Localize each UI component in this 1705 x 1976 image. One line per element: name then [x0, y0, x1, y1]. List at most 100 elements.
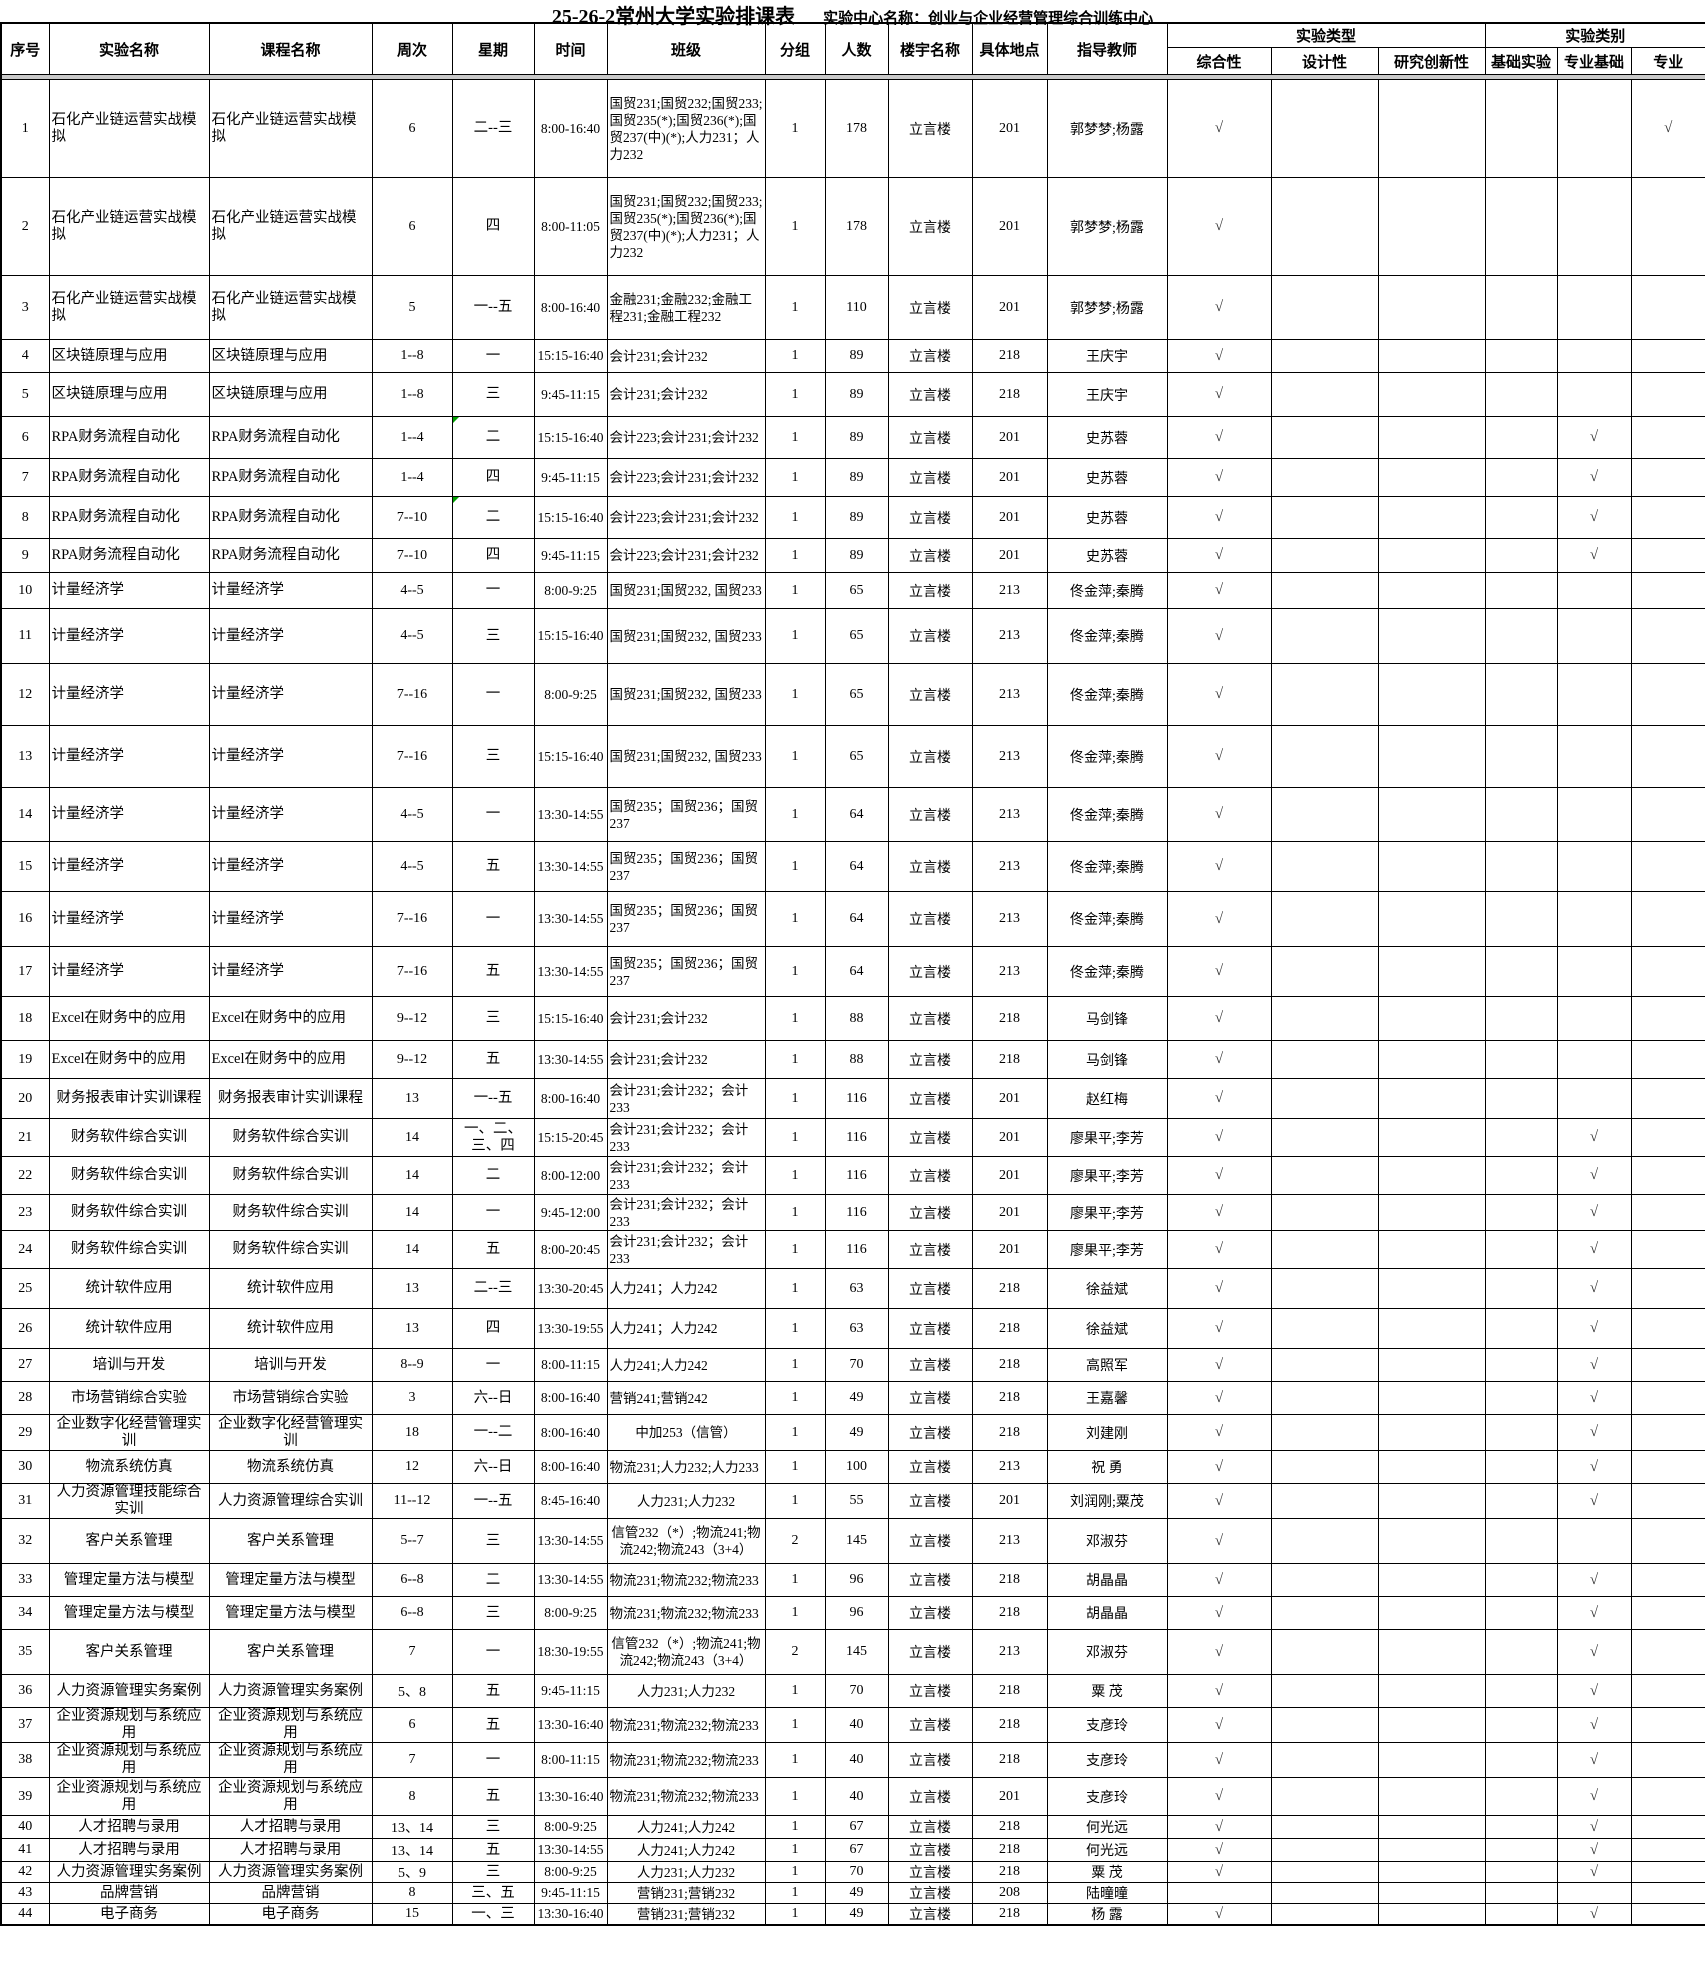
cell-count[interactable]: 67	[824, 1815, 889, 1839]
cell-time[interactable]: 13:30-14:55	[533, 787, 608, 842]
cell-building[interactable]: 立言楼	[887, 1268, 973, 1309]
cell-check-basic-experiment[interactable]	[1484, 663, 1558, 726]
cell-building[interactable]: 立言楼	[887, 1838, 973, 1862]
cell-check-design[interactable]	[1270, 946, 1379, 997]
cell-index[interactable]: 37	[0, 1707, 50, 1743]
cell-index[interactable]: 40	[0, 1815, 50, 1839]
cell-index[interactable]: 14	[0, 787, 50, 842]
cell-weeks[interactable]: 14	[371, 1156, 453, 1195]
cell-check-professional-basic[interactable]: √	[1556, 1815, 1632, 1839]
cell-experiment-name[interactable]: 物流系统仿真	[48, 1450, 210, 1484]
cell-classes[interactable]: 国贸235；国贸236；国贸237	[606, 841, 766, 892]
cell-check-comprehensive[interactable]: √	[1166, 275, 1272, 340]
cell-weeks[interactable]: 12	[371, 1450, 453, 1484]
cell-check-research-innovation[interactable]	[1377, 1414, 1486, 1451]
cell-time[interactable]: 8:00-9:25	[533, 572, 608, 609]
cell-group[interactable]: 1	[764, 1040, 826, 1079]
cell-classes[interactable]: 国贸231;国贸232, 国贸233	[606, 572, 766, 609]
cell-index[interactable]: 22	[0, 1156, 50, 1195]
cell-experiment-name[interactable]: 石化产业链运营实战模拟	[48, 275, 210, 340]
cell-count[interactable]: 88	[824, 996, 889, 1041]
cell-check-design[interactable]	[1270, 1194, 1379, 1231]
col-header-count[interactable]: 人数	[824, 22, 889, 75]
cell-check-professional-basic[interactable]	[1556, 339, 1632, 373]
cell-weekday[interactable]: 五	[451, 841, 535, 892]
col-header-classes[interactable]: 班级	[606, 22, 766, 75]
cell-check-design[interactable]	[1270, 416, 1379, 459]
cell-count[interactable]: 63	[824, 1308, 889, 1349]
cell-group[interactable]: 1	[764, 1903, 826, 1926]
cell-check-research-innovation[interactable]	[1377, 458, 1486, 497]
cell-time[interactable]: 9:45-11:15	[533, 372, 608, 417]
cell-building[interactable]: 立言楼	[887, 663, 973, 726]
cell-count[interactable]: 63	[824, 1268, 889, 1309]
cell-index[interactable]: 44	[0, 1903, 50, 1926]
cell-classes[interactable]: 营销241;营销242	[606, 1381, 766, 1415]
cell-course-name[interactable]: 人力资源管理实务案例	[208, 1674, 373, 1708]
cell-index[interactable]: 27	[0, 1348, 50, 1382]
cell-check-basic-experiment[interactable]	[1484, 79, 1558, 178]
cell-check-design[interactable]	[1270, 841, 1379, 892]
cell-teachers[interactable]: 王嘉馨	[1046, 1381, 1168, 1415]
cell-room[interactable]: 213	[971, 608, 1048, 664]
cell-check-basic-experiment[interactable]	[1484, 787, 1558, 842]
cell-weekday[interactable]: 三	[451, 1518, 535, 1564]
cell-index[interactable]: 38	[0, 1742, 50, 1778]
cell-check-professional[interactable]	[1630, 1882, 1705, 1904]
cell-course-name[interactable]: 培训与开发	[208, 1348, 373, 1382]
cell-building[interactable]: 立言楼	[887, 572, 973, 609]
cell-weeks[interactable]: 7--10	[371, 538, 453, 573]
cell-check-research-innovation[interactable]	[1377, 1838, 1486, 1862]
col-header-research-innovation[interactable]: 研究创新性	[1377, 47, 1486, 75]
cell-check-design[interactable]	[1270, 538, 1379, 573]
cell-time[interactable]: 8:00-11:15	[533, 1348, 608, 1382]
cell-check-professional[interactable]	[1630, 275, 1705, 340]
cell-index[interactable]: 33	[0, 1563, 50, 1597]
cell-index[interactable]: 30	[0, 1450, 50, 1484]
cell-check-professional[interactable]	[1630, 1118, 1705, 1157]
cell-check-comprehensive[interactable]: √	[1166, 1707, 1272, 1743]
cell-check-professional[interactable]	[1630, 1078, 1705, 1119]
cell-weeks[interactable]: 13	[371, 1308, 453, 1349]
cell-course-name[interactable]: 计量经济学	[208, 841, 373, 892]
cell-classes[interactable]: 物流231;物流232;物流233	[606, 1777, 766, 1816]
cell-index[interactable]: 3	[0, 275, 50, 340]
cell-check-basic-experiment[interactable]	[1484, 416, 1558, 459]
cell-check-professional-basic[interactable]: √	[1556, 1563, 1632, 1597]
cell-weekday[interactable]: 二--三	[451, 1268, 535, 1309]
cell-classes[interactable]: 人力241;人力242	[606, 1815, 766, 1839]
cell-group[interactable]: 1	[764, 1230, 826, 1269]
cell-check-professional-basic[interactable]	[1556, 572, 1632, 609]
cell-time[interactable]: 8:00-9:25	[533, 1596, 608, 1630]
cell-classes[interactable]: 会计223;会计231;会计232	[606, 458, 766, 497]
cell-room[interactable]: 218	[971, 1903, 1048, 1926]
cell-room[interactable]: 213	[971, 725, 1048, 788]
cell-check-design[interactable]	[1270, 1156, 1379, 1195]
cell-course-name[interactable]: 区块链原理与应用	[208, 372, 373, 417]
cell-course-name[interactable]: 企业资源规划与系统应用	[208, 1777, 373, 1816]
cell-building[interactable]: 立言楼	[887, 79, 973, 178]
cell-group[interactable]: 1	[764, 1450, 826, 1484]
cell-index[interactable]: 18	[0, 996, 50, 1041]
cell-time[interactable]: 13:30-16:40	[533, 1777, 608, 1816]
cell-experiment-name[interactable]: 企业资源规划与系统应用	[48, 1777, 210, 1816]
cell-experiment-name[interactable]: 统计软件应用	[48, 1268, 210, 1309]
cell-check-professional-basic[interactable]	[1556, 372, 1632, 417]
cell-check-professional[interactable]	[1630, 1777, 1705, 1816]
cell-count[interactable]: 64	[824, 946, 889, 997]
cell-building[interactable]: 立言楼	[887, 1707, 973, 1743]
cell-weeks[interactable]: 7--10	[371, 496, 453, 539]
cell-weekday[interactable]: 一、二、三、四	[451, 1118, 535, 1157]
cell-room[interactable]: 218	[971, 1381, 1048, 1415]
cell-check-professional-basic[interactable]	[1556, 177, 1632, 276]
cell-check-basic-experiment[interactable]	[1484, 1040, 1558, 1079]
cell-count[interactable]: 40	[824, 1707, 889, 1743]
cell-teachers[interactable]: 佟金萍;秦腾	[1046, 663, 1168, 726]
cell-index[interactable]: 9	[0, 538, 50, 573]
cell-course-name[interactable]: 企业数字化经营管理实训	[208, 1414, 373, 1451]
cell-weekday[interactable]: 三	[451, 1815, 535, 1839]
cell-check-comprehensive[interactable]: √	[1166, 1381, 1272, 1415]
cell-time[interactable]: 15:15-16:40	[533, 416, 608, 459]
cell-experiment-name[interactable]: 企业资源规划与系统应用	[48, 1707, 210, 1743]
cell-check-design[interactable]	[1270, 1903, 1379, 1926]
